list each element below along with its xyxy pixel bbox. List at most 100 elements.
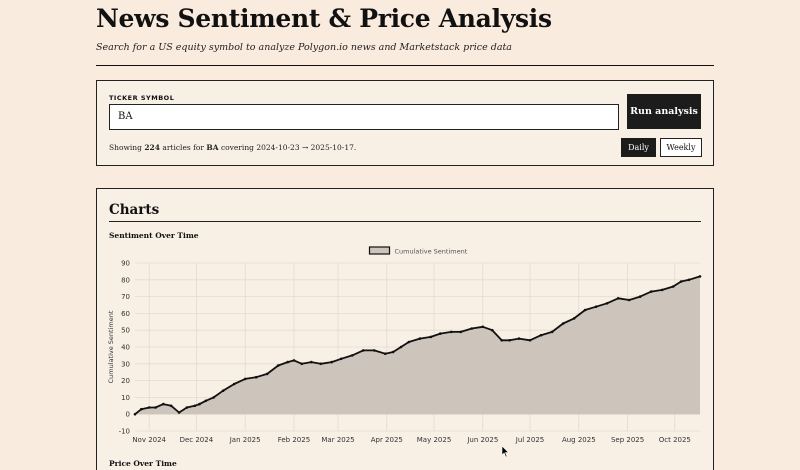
sentiment-point <box>254 375 258 379</box>
sentiment-point <box>439 332 442 335</box>
sentiment-point <box>671 285 675 288</box>
sentiment-area <box>135 276 700 415</box>
y-tick-label: 70 <box>121 293 130 301</box>
y-tick-label: 10 <box>121 394 130 402</box>
y-tick-label: 60 <box>121 310 130 318</box>
sentiment-point <box>470 327 474 330</box>
sentiment-point <box>286 360 289 364</box>
sentiment-point <box>481 325 485 329</box>
page-title: News Sentiment & Price Analysis <box>96 4 552 33</box>
sentiment-point <box>561 322 565 325</box>
sentiment-point <box>459 330 463 334</box>
legend-swatch <box>368 246 391 255</box>
sentiment-point <box>319 362 322 366</box>
article-count: 224 <box>144 143 160 152</box>
sentiment-point <box>350 354 354 357</box>
sentiment-point <box>198 402 201 406</box>
sentiment-point <box>243 377 247 381</box>
sentiment-point <box>594 305 598 308</box>
x-tick-label: May 2025 <box>417 436 452 444</box>
x-tick-label: Sep 2025 <box>611 436 644 444</box>
sentiment-point <box>407 340 411 344</box>
sentiment-point <box>616 297 620 300</box>
sentiment-point <box>508 339 511 342</box>
search-panel: TICKER SYMBOL BA Run analysis Showing 22… <box>96 80 714 166</box>
sentiment-point <box>276 364 280 367</box>
x-tick-label: Jul 2025 <box>515 436 545 444</box>
sentiment-point <box>193 404 197 408</box>
charts-panel: Charts Sentiment Over Time -10 0 10 20 30 40 5… <box>96 188 714 470</box>
charts-divider <box>109 221 701 222</box>
x-tick-label: Aug 2025 <box>562 436 596 444</box>
y-tick-label: 0 <box>126 411 130 419</box>
sentiment-point <box>372 349 376 352</box>
sentiment-point <box>687 278 691 282</box>
sentiment-point <box>572 317 576 320</box>
daily-button[interactable]: Daily <box>621 138 656 157</box>
summary-range: covering 2024-10-23 → 2025-10-17. <box>220 143 357 152</box>
y-tick-label: 90 <box>121 260 130 268</box>
x-tick-label: Nov 2024 <box>132 436 166 444</box>
y-tick-label: 20 <box>121 377 130 385</box>
sentiment-point <box>517 337 521 340</box>
ticker-input[interactable]: BA <box>109 104 619 130</box>
weekly-button[interactable]: Weekly <box>660 138 702 157</box>
sentiment-point <box>292 359 296 362</box>
sentiment-point <box>185 406 189 409</box>
x-tick-label: Jun 2025 <box>466 436 498 444</box>
charts-title: Charts <box>109 202 160 218</box>
sentiment-point <box>539 333 543 337</box>
sentiment-point <box>162 402 165 406</box>
x-tick-label: Feb 2025 <box>278 436 310 444</box>
mouse-cursor-icon <box>502 446 510 458</box>
page-subtitle: Search for a US equity symbol to analyze… <box>96 42 512 53</box>
summary-text: Showing 224 articles for BA covering 202… <box>109 143 356 152</box>
sentiment-point <box>330 360 333 364</box>
sentiment-point <box>383 352 387 355</box>
sentiment-point <box>649 290 653 293</box>
sentiment-point <box>169 404 173 408</box>
y-tick-label: 40 <box>121 344 130 352</box>
sentiment-chart-heading: Sentiment Over Time <box>109 231 199 240</box>
y-tick-label: 50 <box>121 327 130 335</box>
sentiment-point <box>212 396 215 399</box>
sentiment-point <box>550 330 554 334</box>
sentiment-point <box>361 349 365 352</box>
sentiment-point <box>221 389 225 392</box>
sentiment-point <box>500 339 504 342</box>
legend-label: Cumulative Sentiment <box>395 248 468 256</box>
y-axis-label: Cumulative Sentiment <box>107 310 115 383</box>
sentiment-point <box>660 288 664 292</box>
sentiment-point <box>638 295 642 298</box>
sentiment-point <box>265 372 269 376</box>
sentiment-point <box>627 298 631 302</box>
x-tick-label: Apr 2025 <box>371 436 403 444</box>
y-tick-label: -10 <box>119 428 130 436</box>
sentiment-point <box>418 337 422 340</box>
summary-prefix: Showing <box>109 143 142 152</box>
x-tick-label: Mar 2025 <box>321 436 354 444</box>
x-tick-label: Jan 2025 <box>229 436 261 444</box>
sentiment-point <box>491 328 494 332</box>
sentiment-point <box>140 407 143 411</box>
sentiment-point <box>310 360 313 364</box>
sentiment-point <box>399 345 403 349</box>
sentiment-point <box>232 382 236 386</box>
sentiment-point <box>583 308 587 312</box>
sentiment-point <box>698 275 702 278</box>
price-chart-heading: Price Over Time <box>109 459 177 468</box>
run-analysis-button[interactable]: Run analysis <box>627 94 701 129</box>
sentiment-point <box>391 350 395 354</box>
summary-mid: articles for <box>162 143 204 152</box>
y-tick-label: 30 <box>121 360 130 368</box>
sentiment-point <box>450 330 453 334</box>
summary-ticker: BA <box>206 143 219 152</box>
sentiment-point <box>679 280 683 283</box>
sentiment-point <box>154 406 157 409</box>
sentiment-point <box>300 362 304 366</box>
sentiment-point <box>605 302 609 305</box>
sentiment-point <box>133 412 137 416</box>
sentiment-point <box>204 399 208 403</box>
sentiment-point <box>177 411 181 414</box>
y-tick-label: 80 <box>121 276 130 284</box>
